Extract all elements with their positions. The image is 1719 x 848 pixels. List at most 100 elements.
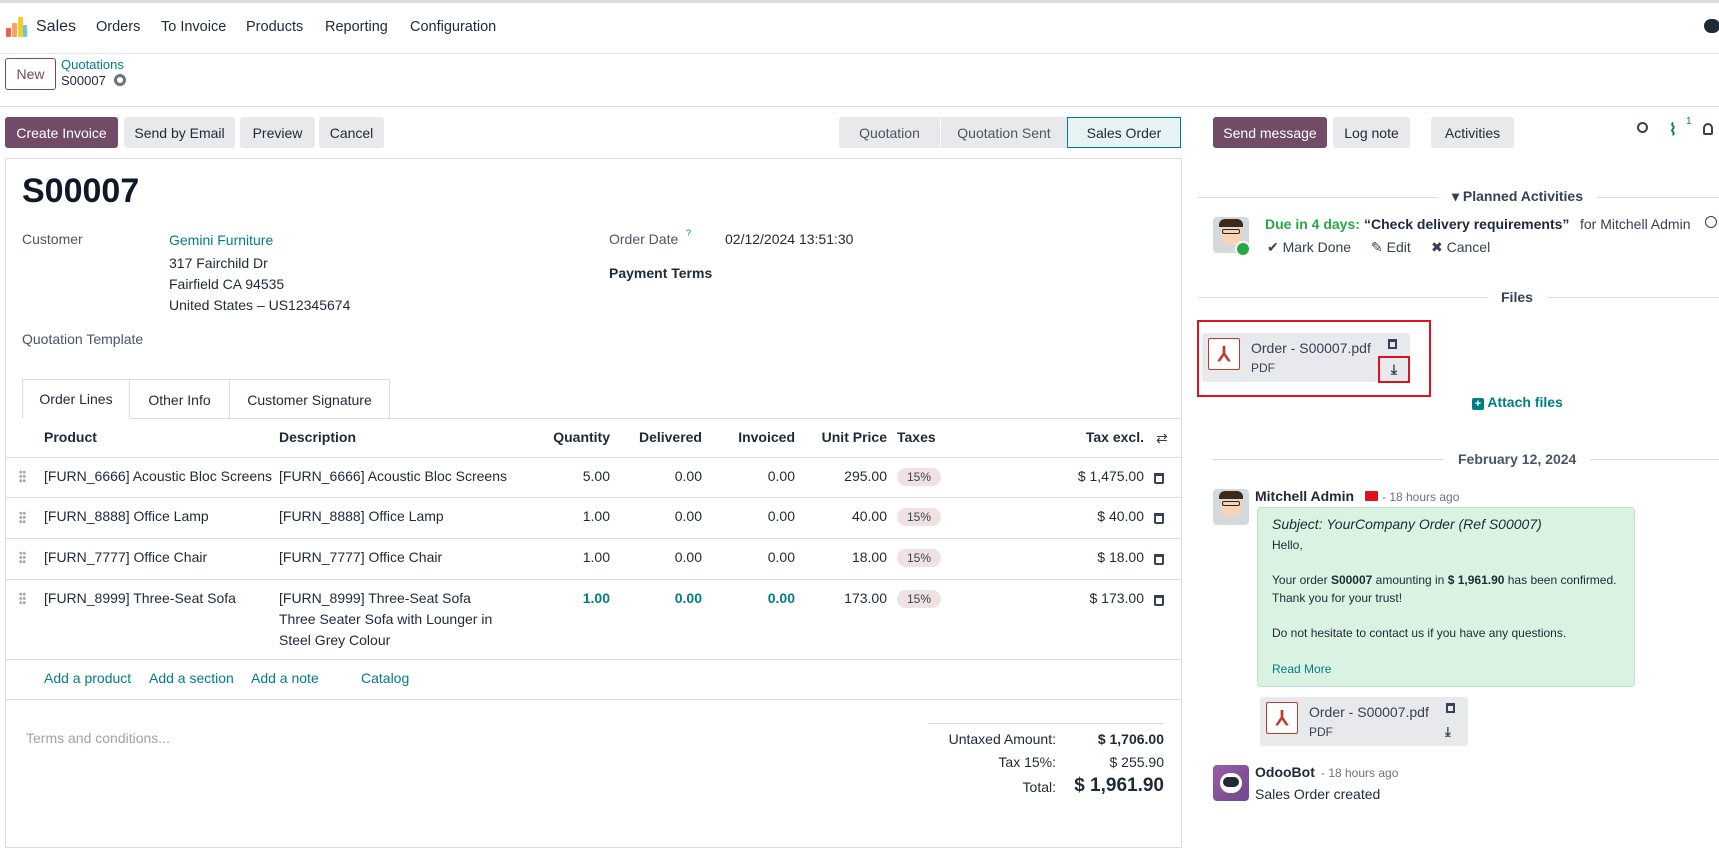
- message-author[interactable]: Mitchell Admin: [1255, 488, 1355, 504]
- attachment-card[interactable]: ⅄ Order - S00007.pdf PDF: [1202, 333, 1410, 382]
- info-icon[interactable]: [1705, 216, 1717, 228]
- download-icon[interactable]: ⤓: [1378, 356, 1410, 383]
- attachment-name[interactable]: Order - S00007.pdf: [1309, 704, 1429, 720]
- read-more-link[interactable]: Read More: [1272, 662, 1332, 676]
- row-description[interactable]: [FURN_8888] Office Lamp: [279, 508, 444, 524]
- row-product[interactable]: [FURN_8999] Three-Seat Sofa: [44, 590, 236, 606]
- untaxed-value: $ 1,706.00: [1097, 731, 1164, 747]
- stage-sales-order[interactable]: Sales Order: [1067, 117, 1181, 148]
- delete-row-icon[interactable]: [1154, 595, 1164, 606]
- mark-done-link[interactable]: ✔ Mark Done: [1267, 239, 1352, 255]
- cancel-button[interactable]: Cancel: [319, 117, 384, 148]
- activities-button[interactable]: Activities: [1431, 117, 1514, 148]
- col-taxes[interactable]: Taxes: [897, 429, 936, 445]
- send-message-button[interactable]: Send message: [1213, 117, 1327, 148]
- col-delivered[interactable]: Delivered: [638, 429, 702, 445]
- row-unit-price[interactable]: 173.00: [844, 590, 887, 606]
- tax-badge[interactable]: 15%: [897, 590, 941, 608]
- message-attachment-card[interactable]: ⅄ Order - S00007.pdf PDF ⤓: [1260, 697, 1468, 746]
- message-text: has been confirmed.: [1504, 573, 1617, 587]
- row-quantity[interactable]: 1.00: [582, 508, 610, 524]
- order-date-value[interactable]: 02/12/2024 13:51:30: [725, 231, 854, 247]
- row-quantity[interactable]: 1.00: [582, 590, 610, 606]
- chat-icon[interactable]: [1704, 19, 1719, 33]
- message-author[interactable]: OdooBot: [1255, 764, 1315, 780]
- col-unit-price[interactable]: Unit Price: [821, 429, 887, 445]
- delete-row-icon[interactable]: [1154, 554, 1164, 565]
- tab-order-lines[interactable]: Order Lines: [22, 379, 130, 419]
- add-product-link[interactable]: Add a product: [44, 670, 132, 686]
- cancel-activity-link[interactable]: ✖ Cancel: [1431, 239, 1491, 255]
- row-description-line3[interactable]: Steel Grey Colour: [279, 632, 391, 648]
- download-icon[interactable]: ⤓: [1445, 724, 1451, 739]
- delete-attachment-icon[interactable]: [1446, 703, 1455, 713]
- row-product[interactable]: [FURN_8888] Office Lamp: [44, 508, 209, 524]
- attach-files-button[interactable]: + Attach files: [1472, 394, 1563, 410]
- row-description[interactable]: [FURN_6666] Acoustic Bloc Screens: [279, 468, 507, 484]
- add-section-link[interactable]: Add a section: [149, 670, 234, 686]
- order-date-help-icon[interactable]: ?: [686, 228, 692, 238]
- new-button[interactable]: New: [5, 58, 56, 90]
- col-invoiced[interactable]: Invoiced: [738, 429, 795, 445]
- row-unit-price[interactable]: 40.00: [851, 508, 887, 524]
- delete-row-icon[interactable]: [1154, 473, 1164, 484]
- tab-customer-signature[interactable]: Customer Signature: [229, 379, 390, 419]
- row-description-line2[interactable]: Three Seater Sofa with Lounger in: [279, 611, 493, 627]
- row-description[interactable]: [FURN_8999] Three-Seat Sofa: [279, 590, 471, 606]
- create-invoice-button[interactable]: Create Invoice: [5, 117, 118, 148]
- breadcrumb-quotations[interactable]: Quotations: [61, 57, 124, 72]
- nav-to-invoice[interactable]: To Invoice: [161, 19, 227, 35]
- paperclip-icon[interactable]: ⌇: [1669, 122, 1677, 139]
- customer-name-link[interactable]: Gemini Furniture: [169, 232, 274, 248]
- planned-activities-title[interactable]: ▾ Planned Activities: [1438, 188, 1597, 205]
- row-divider: [5, 659, 1182, 660]
- app-title[interactable]: Sales: [36, 18, 77, 35]
- app-logo-icon[interactable]: [6, 17, 28, 37]
- attachment-name[interactable]: Order - S00007.pdf: [1251, 340, 1371, 356]
- log-note-button[interactable]: Log note: [1333, 117, 1410, 148]
- row-product[interactable]: [FURN_7777] Office Chair: [44, 549, 208, 565]
- nav-orders[interactable]: Orders: [96, 19, 141, 35]
- form-sheet: [5, 158, 1182, 848]
- col-quantity[interactable]: Quantity: [553, 429, 610, 445]
- drag-handle-icon[interactable]: [19, 551, 26, 564]
- nav-products[interactable]: Products: [246, 19, 304, 35]
- message-amount: $ 1,961.90: [1447, 573, 1505, 587]
- col-product[interactable]: Product: [44, 429, 97, 445]
- edit-activity-link[interactable]: ✎ Edit: [1371, 239, 1411, 255]
- col-description[interactable]: Description: [279, 429, 357, 445]
- row-delivered: 0.00: [674, 468, 702, 484]
- search-icon[interactable]: [1637, 122, 1648, 133]
- drag-handle-icon[interactable]: [19, 511, 26, 524]
- nav-reporting[interactable]: Reporting: [325, 19, 388, 35]
- tab-other-info[interactable]: Other Info: [129, 379, 230, 419]
- catalog-link[interactable]: Catalog: [361, 670, 410, 686]
- send-by-email-button[interactable]: Send by Email: [124, 117, 235, 148]
- stage-quotation[interactable]: Quotation: [839, 117, 940, 148]
- row-description[interactable]: [FURN_7777] Office Chair: [279, 549, 443, 565]
- followers-icon[interactable]: [1703, 123, 1713, 135]
- column-settings-icon[interactable]: ⇄: [1156, 430, 1168, 446]
- col-tax-excl[interactable]: Tax excl.: [1085, 429, 1144, 445]
- row-unit-price[interactable]: 295.00: [844, 468, 887, 484]
- drag-handle-icon[interactable]: [19, 592, 26, 605]
- tax-badge[interactable]: 15%: [897, 549, 941, 567]
- pdf-icon: ⅄: [1208, 338, 1240, 370]
- delete-row-icon[interactable]: [1154, 513, 1164, 524]
- delete-attachment-icon[interactable]: [1388, 339, 1397, 349]
- tax-badge[interactable]: 15%: [897, 468, 941, 486]
- row-unit-price[interactable]: 18.00: [851, 549, 887, 565]
- row-product[interactable]: [FURN_6666] Acoustic Bloc Screens: [44, 468, 272, 484]
- tax-badge[interactable]: 15%: [897, 508, 941, 526]
- preview-button[interactable]: Preview: [240, 117, 315, 148]
- terms-input[interactable]: Terms and conditions...: [26, 730, 170, 746]
- row-quantity[interactable]: 5.00: [582, 468, 610, 484]
- customer-label: Customer: [22, 231, 83, 247]
- row-quantity[interactable]: 1.00: [582, 549, 610, 565]
- nav-configuration[interactable]: Configuration: [410, 19, 497, 35]
- drag-handle-icon[interactable]: [19, 470, 26, 483]
- row-subtotal: $ 40.00: [1097, 508, 1144, 524]
- stage-quotation-sent[interactable]: Quotation Sent: [941, 117, 1067, 148]
- add-note-link[interactable]: Add a note: [251, 670, 319, 686]
- gear-icon[interactable]: [114, 74, 126, 86]
